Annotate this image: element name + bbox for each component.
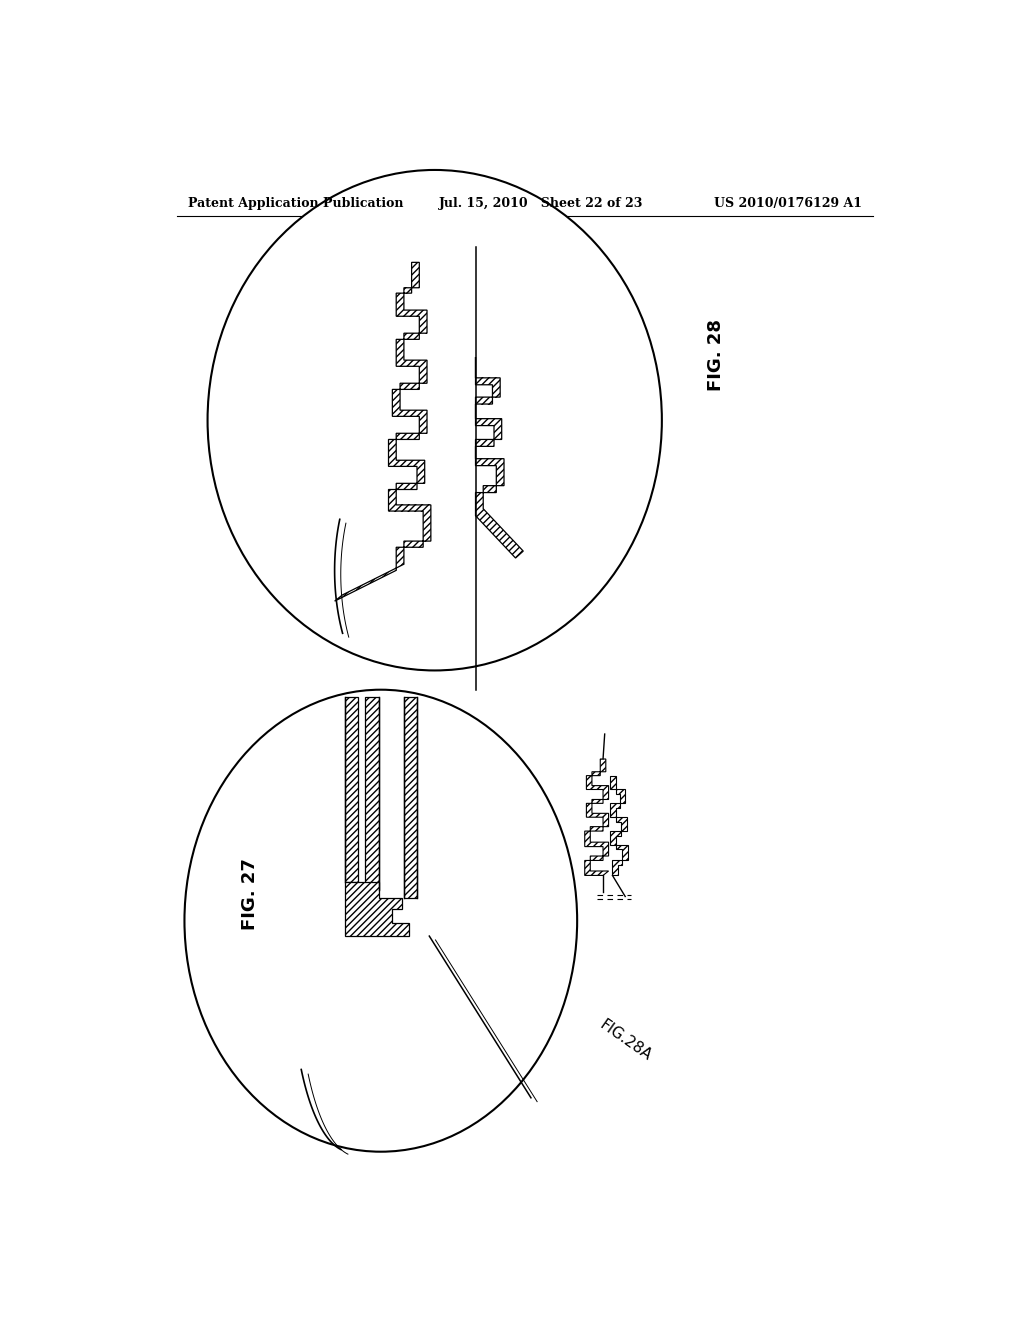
Text: US 2010/0176129 A1: US 2010/0176129 A1 bbox=[714, 197, 862, 210]
Polygon shape bbox=[475, 358, 523, 558]
Polygon shape bbox=[366, 697, 379, 890]
Ellipse shape bbox=[208, 170, 662, 671]
Text: FIG.28A: FIG.28A bbox=[596, 1016, 654, 1064]
Polygon shape bbox=[585, 759, 608, 875]
Text: FIG. 27: FIG. 27 bbox=[241, 858, 259, 929]
Text: Jul. 15, 2010   Sheet 22 of 23: Jul. 15, 2010 Sheet 22 of 23 bbox=[438, 197, 643, 210]
Ellipse shape bbox=[184, 689, 578, 1151]
Polygon shape bbox=[345, 882, 410, 936]
Polygon shape bbox=[610, 776, 628, 875]
Polygon shape bbox=[403, 697, 417, 898]
Polygon shape bbox=[345, 697, 357, 882]
Text: Patent Application Publication: Patent Application Publication bbox=[188, 197, 403, 210]
Text: FIG. 28: FIG. 28 bbox=[707, 318, 725, 391]
Polygon shape bbox=[335, 263, 431, 601]
